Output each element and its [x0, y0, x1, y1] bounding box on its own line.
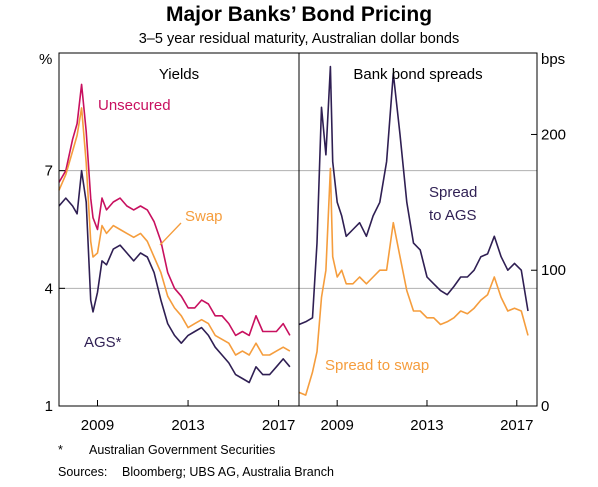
right-unit-label: bps	[541, 51, 565, 68]
y-tick-label-right-0: 0	[541, 398, 549, 415]
sources-text: Bloomberg; UBS AG, Australia Branch	[122, 465, 334, 479]
yields-panel	[58, 83, 291, 384]
spread-to-ags-label-line1: Spread	[429, 184, 477, 201]
swap-label-pointer	[159, 222, 182, 246]
plot-frame	[58, 52, 538, 407]
x-tick-label-0-2017: 2017	[262, 417, 295, 434]
y-tick-label-right-100: 100	[541, 262, 566, 279]
footnote-marker: *	[58, 443, 63, 457]
y-tick-label-left-1: 1	[45, 398, 53, 415]
x-tick-label-0-2013: 2013	[171, 417, 204, 434]
y-tick-label-left-4: 4	[45, 280, 53, 297]
x-tick-label-1-2009: 2009	[320, 417, 353, 434]
y-tick-label-left-7: 7	[45, 163, 53, 180]
series-line-spread-to-ags	[298, 65, 529, 326]
x-tick-label-1-2017: 2017	[500, 417, 533, 434]
spreads-panel	[298, 65, 529, 396]
chart-subtitle: 3–5 year residual maturity, Australian d…	[139, 31, 460, 47]
series-line-spread-to-swap	[298, 167, 529, 396]
spread-to-ags-label-line2: to AGS	[429, 207, 477, 224]
x-tick-label-1-2013: 2013	[410, 417, 443, 434]
footnote-text: Australian Government Securities	[89, 443, 275, 457]
ags-series-label: AGS*	[84, 334, 122, 351]
x-tick-label-0-2009: 2009	[81, 417, 114, 434]
left-unit-label: %	[39, 51, 52, 68]
y-tick-label-right-200: 200	[541, 126, 566, 143]
spreads-panel-title: Bank bond spreads	[353, 66, 482, 83]
axes-frame: 2009 2013 2017 1 4 7 2009 2013 2017 0 100 200	[45, 52, 566, 434]
chart-title: Major Banks’ Bond Pricing	[166, 3, 432, 26]
series-line-swap	[58, 107, 291, 356]
unsecured-series-label: Unsecured	[98, 97, 171, 114]
sources-label: Sources:	[58, 465, 107, 479]
gridlines	[59, 170, 537, 289]
series-line-unsecured	[58, 83, 291, 337]
swap-series-label: Swap	[185, 208, 223, 225]
spread-to-swap-series-label: Spread to swap	[325, 357, 429, 374]
yields-panel-title: Yields	[159, 66, 199, 83]
series-line-ags-	[58, 169, 291, 384]
